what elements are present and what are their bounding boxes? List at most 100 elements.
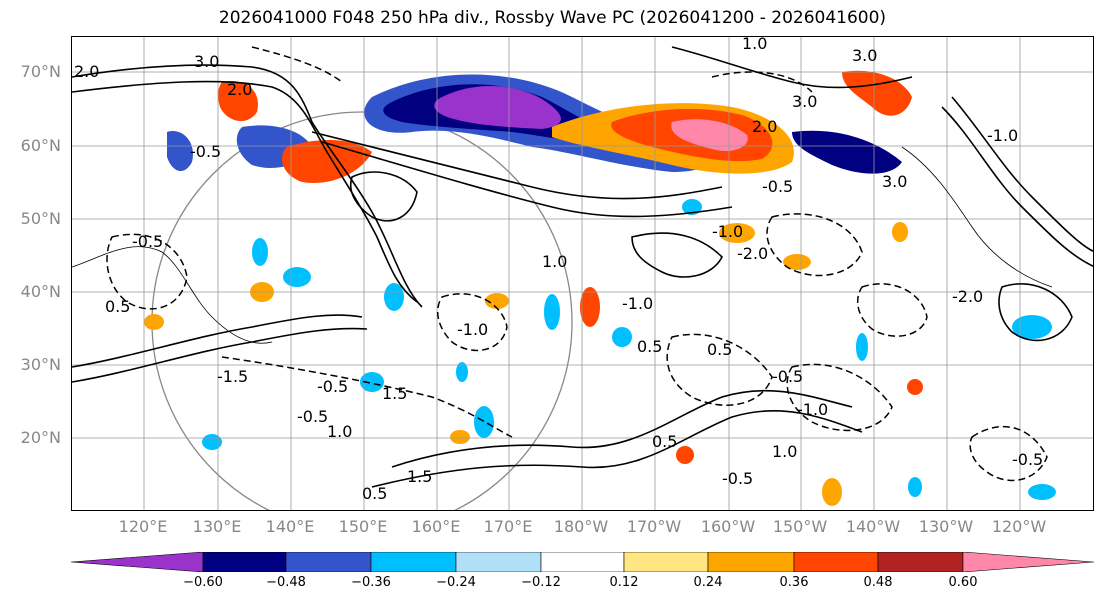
- dashed-contour: [251, 46, 343, 83]
- negative-cell: [682, 199, 702, 215]
- negative-cell: [252, 238, 268, 266]
- lon-label-160e: 160°E: [411, 517, 461, 536]
- solid-contour: [72, 327, 368, 383]
- positive-cell: [144, 314, 164, 330]
- lat-label-50n: 50°N: [20, 209, 61, 228]
- contour-label: -0.5: [1012, 450, 1043, 469]
- lat-label-70n: 70°N: [20, 62, 61, 81]
- contour-label: 3.0: [852, 46, 877, 65]
- lon-label-150e: 150°E: [338, 517, 388, 536]
- contour-label: -0.5: [772, 367, 803, 386]
- contour-label: -0.5: [190, 142, 221, 161]
- lon-label-160w: 160°W: [700, 517, 756, 536]
- negative-peak-region: [434, 85, 561, 129]
- negative-cell: [202, 434, 222, 450]
- negative-cell: [856, 333, 868, 361]
- positive-cell: [485, 293, 509, 309]
- contour-label: -0.5: [297, 407, 328, 426]
- lon-label-170e: 170°E: [483, 517, 533, 536]
- lon-label-140e: 140°E: [265, 517, 315, 536]
- solid-contour: [72, 64, 423, 308]
- dashed-contour: [969, 425, 1048, 482]
- colorbar-tick-label: −0.12: [521, 575, 561, 590]
- negative-anomaly-region-southwest: [167, 131, 193, 172]
- solid-contour: [941, 106, 1093, 267]
- solid-contour: [350, 171, 418, 222]
- colorbar-tick-label: −0.48: [266, 575, 306, 590]
- contour-label: 3.0: [194, 52, 219, 71]
- dashed-contour: [106, 233, 188, 310]
- colorbar-tick-label: 0.36: [779, 575, 809, 590]
- solid-contour: [951, 96, 1093, 252]
- contour-label: -1.0: [987, 126, 1018, 145]
- positive-anomaly-region-west: [217, 81, 258, 122]
- contour-label: 0.5: [105, 297, 130, 316]
- lon-label-150w: 150°W: [772, 517, 828, 536]
- positive-anomaly-region-west-2: [282, 140, 372, 183]
- lon-label-140w: 140°W: [845, 517, 901, 536]
- colorbar-tick-label: 0.60: [948, 575, 978, 590]
- dashed-contour: [766, 213, 863, 277]
- positive-cell: [580, 287, 600, 327]
- positive-cell: [907, 379, 923, 395]
- negative-cell: [1028, 484, 1056, 500]
- dashed-contour: [786, 363, 893, 432]
- dashed-contour: [666, 333, 773, 406]
- colorbar-graphic: [70, 551, 1095, 573]
- colorbar-swatch: [962, 551, 1095, 573]
- contour-label: 1.5: [382, 384, 407, 403]
- colorbar-tick-label: 0.12: [609, 575, 639, 590]
- solid-contour: [391, 389, 853, 468]
- contour-label: -1.0: [797, 400, 828, 419]
- colorbar-swatch: [202, 551, 287, 573]
- negative-cell: [456, 362, 468, 382]
- contour-label: 1.0: [327, 422, 352, 441]
- positive-anomaly-region-northeast: [842, 70, 912, 116]
- negative-cell: [474, 406, 494, 438]
- coastline: [901, 146, 1053, 288]
- lat-label-30n: 30°N: [20, 355, 61, 374]
- negative-cell: [360, 372, 384, 392]
- negative-cell: [908, 477, 922, 497]
- contour-label: -0.5: [722, 469, 753, 488]
- colorbar-swatch: [877, 551, 964, 573]
- contour-label: 1.5: [407, 467, 432, 486]
- contour-label: 0.5: [362, 484, 387, 503]
- contour-label: 0.5: [707, 340, 732, 359]
- map-canvas: 2.0 3.0 3.0 1.0 2.0 3.0 3.0 -1.0 2.0 -0.…: [72, 37, 1093, 510]
- contour-label: 1.0: [772, 442, 797, 461]
- contour-label: -1.0: [622, 294, 653, 313]
- contour-label: -2.0: [952, 287, 983, 306]
- contour-label: 3.0: [792, 92, 817, 111]
- solid-contour: [671, 46, 913, 89]
- solid-contour: [72, 80, 418, 303]
- colorbar-swatch: [707, 551, 795, 573]
- colorbar-tick-label: −0.60: [183, 575, 223, 590]
- contour-label: 1.0: [742, 37, 767, 53]
- dashed-contour: [221, 356, 513, 438]
- lon-label-170w: 170°W: [626, 517, 682, 536]
- solid-contour: [998, 283, 1073, 342]
- coastline: [72, 246, 273, 344]
- solid-contour: [631, 232, 723, 278]
- colorbar-swatch: [285, 551, 372, 573]
- lon-label-120e: 120°E: [118, 517, 168, 536]
- contour-label: 2.0: [74, 62, 99, 81]
- lat-label-20n: 20°N: [20, 428, 61, 447]
- contour-label: -1.0: [712, 222, 743, 241]
- negative-cell: [612, 327, 632, 347]
- contour-label: 2.0: [752, 117, 777, 136]
- negative-cell: [283, 267, 311, 287]
- contour-labels: 2.0 3.0 3.0 1.0 2.0 3.0 3.0 -1.0 2.0 -0.…: [74, 37, 1043, 503]
- negative-cell: [544, 294, 560, 330]
- contour-label: 1.0: [542, 252, 567, 271]
- contour-label: 0.5: [652, 432, 677, 451]
- positive-cell: [450, 430, 470, 444]
- dashed-contour: [711, 71, 813, 93]
- positive-cell: [719, 223, 755, 243]
- lon-label-120w: 120°W: [991, 517, 1047, 536]
- lat-label-60n: 60°N: [20, 136, 61, 155]
- negative-cell: [384, 283, 404, 311]
- solid-contour: [72, 314, 363, 368]
- contour-label: -1.5: [217, 367, 248, 386]
